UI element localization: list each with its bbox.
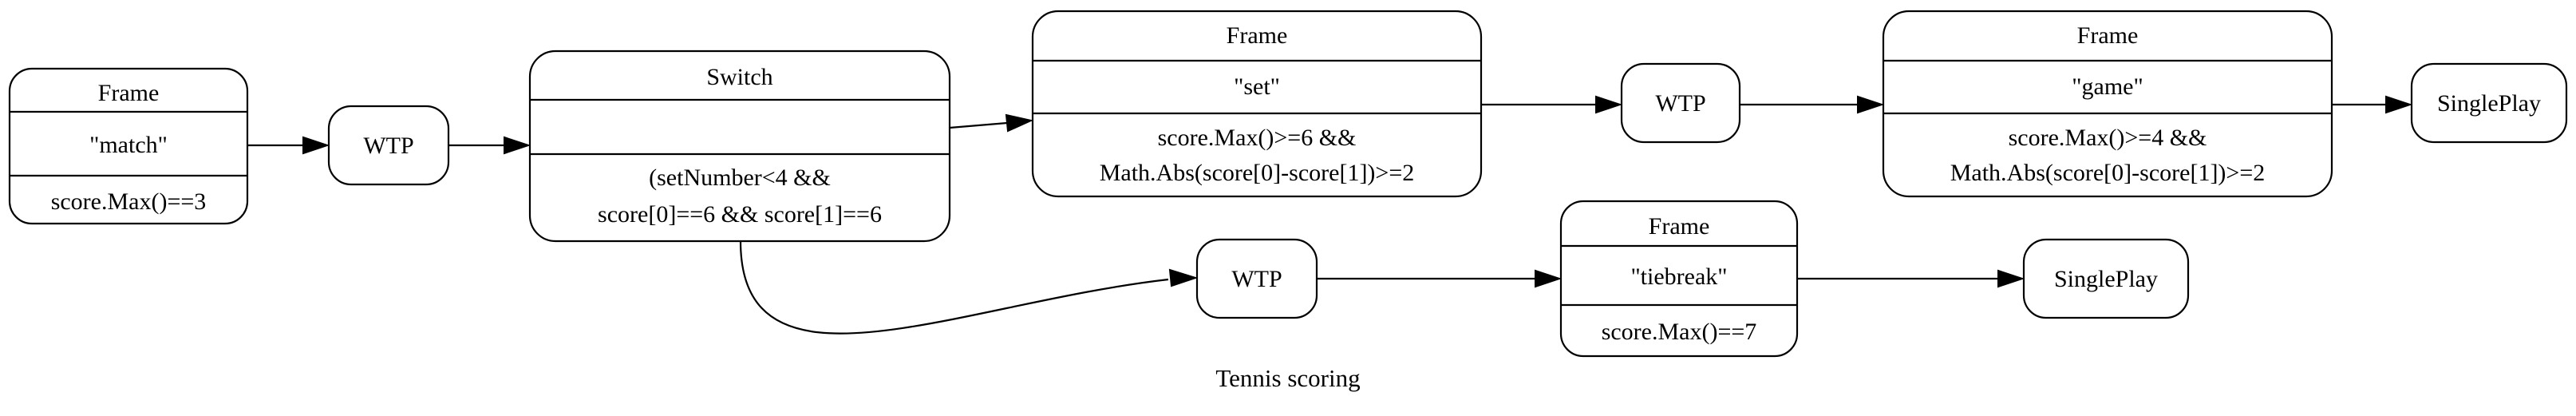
edge-wtp-2-to-game-arrowhead — [1857, 95, 1885, 114]
node-match-frame: Frame "match" score.Max()==3 — [8, 67, 249, 225]
set-frame-condition-line-1: score.Max()>=6 && — [1158, 125, 1357, 151]
single-play-1-label: SinglePlay — [2437, 90, 2541, 117]
node-switch: Switch (setNumber<4 && score[0]==6 && sc… — [528, 50, 951, 243]
set-frame-box — [1031, 10, 1483, 198]
tiebreak-frame-header: Frame — [1649, 213, 1710, 240]
node-single-play-1: SinglePlay — [2410, 62, 2568, 144]
edge-set-to-wtp-2-arrowhead — [1595, 95, 1623, 114]
switch-box — [528, 50, 951, 243]
edge-switch-to-set-arrowhead — [1005, 113, 1034, 133]
edge-game-to-single-play-1-arrowhead — [2385, 95, 2413, 114]
game-frame-name: "game" — [2072, 73, 2143, 100]
match-frame-name: "match" — [89, 132, 168, 158]
edge-wtp-1-to-switch-arrowhead — [504, 136, 531, 155]
game-frame-condition-line-1: score.Max()>=4 && — [2009, 125, 2207, 151]
diagram-caption: Tennis scoring — [1215, 364, 1360, 392]
edge-match-to-wtp-1-arrowhead — [302, 136, 330, 155]
tiebreak-frame-condition: score.Max()==7 — [1602, 319, 1757, 345]
wtp-2-label: WTP — [1655, 90, 1705, 117]
node-set-frame: Frame "set" score.Max()>=6 && Math.Abs(s… — [1031, 10, 1483, 198]
single-play-2-box — [2022, 238, 2190, 319]
single-play-2-label: SinglePlay — [2054, 266, 2158, 292]
tiebreak-frame-name: "tiebreak" — [1630, 263, 1727, 290]
single-play-1-box — [2410, 62, 2568, 144]
switch-header: Switch — [706, 64, 772, 90]
set-frame-header: Frame — [1227, 22, 1288, 49]
match-frame-condition: score.Max()==3 — [51, 188, 207, 215]
match-frame-header: Frame — [98, 80, 160, 106]
set-frame-condition-line-2: Math.Abs(score[0]-score[1])>=2 — [1100, 160, 1415, 186]
edge-tiebreak-to-single-play-2-arrowhead — [1997, 269, 2025, 288]
wtp-1-label: WTP — [363, 133, 413, 159]
match-frame-box — [8, 67, 249, 225]
node-wtp-2: WTP — [1620, 62, 1741, 144]
edge-switch-to-wtp-3-arrowhead — [1168, 268, 1199, 287]
switch-condition-line-1: (setNumber<4 && — [649, 164, 831, 191]
node-tiebreak-frame: Frame "tiebreak" score.Max()==7 — [1559, 200, 1799, 358]
node-wtp-1: WTP — [327, 105, 450, 186]
node-single-play-2: SinglePlay — [2022, 238, 2190, 319]
node-game-frame: Frame "game" score.Max()>=4 && Math.Abs(… — [1882, 10, 2333, 198]
wtp-3-box — [1195, 238, 1318, 319]
wtp-1-box — [327, 105, 450, 186]
node-wtp-3: WTP — [1195, 238, 1318, 319]
game-frame-header: Frame — [2077, 22, 2139, 49]
tiebreak-frame-box — [1559, 200, 1799, 358]
edge-switch-to-wtp-3 — [739, 240, 1169, 335]
wtp-3-label: WTP — [1231, 266, 1282, 292]
switch-condition-line-2: score[0]==6 && score[1]==6 — [598, 201, 882, 228]
wtp-2-box — [1620, 62, 1741, 144]
edge-switch-to-set — [949, 121, 1008, 129]
game-frame-condition-line-2: Math.Abs(score[0]-score[1])>=2 — [1950, 160, 2266, 186]
game-frame-box — [1882, 10, 2333, 198]
edges — [247, 95, 2413, 335]
edge-wtp-3-to-tiebreak-arrowhead — [1535, 269, 1563, 288]
set-frame-name: "set" — [1234, 73, 1280, 100]
